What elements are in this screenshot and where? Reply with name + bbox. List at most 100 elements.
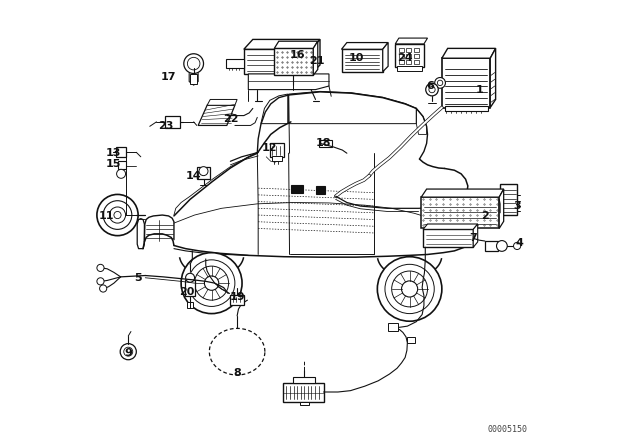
Circle shape (188, 260, 235, 306)
Text: 22: 22 (223, 114, 239, 124)
Bar (406, 54, 412, 58)
Polygon shape (293, 377, 315, 383)
Polygon shape (244, 49, 311, 74)
Circle shape (109, 207, 125, 223)
Polygon shape (319, 140, 332, 147)
Text: 3: 3 (513, 201, 521, 211)
Text: 19: 19 (230, 292, 245, 302)
Circle shape (426, 83, 438, 96)
Bar (226, 59, 244, 68)
Text: 2: 2 (481, 211, 489, 221)
Circle shape (186, 273, 195, 282)
Polygon shape (500, 184, 517, 215)
Circle shape (199, 167, 208, 176)
Polygon shape (284, 383, 324, 402)
Polygon shape (423, 224, 477, 229)
Circle shape (124, 347, 132, 356)
Polygon shape (421, 189, 504, 197)
Polygon shape (248, 74, 329, 90)
Polygon shape (275, 41, 317, 48)
Polygon shape (196, 167, 210, 179)
Bar (399, 48, 404, 52)
Text: 12: 12 (262, 143, 278, 153)
Bar (445, 106, 488, 111)
Circle shape (378, 257, 442, 321)
Circle shape (401, 281, 418, 297)
Circle shape (184, 54, 204, 73)
Bar (300, 402, 308, 405)
Polygon shape (198, 105, 235, 125)
Bar (406, 48, 412, 52)
Polygon shape (342, 49, 383, 72)
Polygon shape (396, 38, 428, 44)
Polygon shape (388, 323, 398, 331)
Text: 20: 20 (179, 287, 194, 297)
Circle shape (103, 201, 132, 229)
Polygon shape (473, 224, 477, 247)
Polygon shape (118, 161, 127, 169)
Text: 7: 7 (469, 233, 477, 243)
Polygon shape (423, 229, 473, 247)
Bar (413, 48, 419, 52)
Circle shape (181, 253, 242, 314)
Polygon shape (165, 116, 180, 128)
Bar (190, 74, 197, 84)
Bar (187, 302, 193, 308)
Circle shape (195, 266, 228, 300)
Text: 21: 21 (310, 56, 325, 66)
Text: 8: 8 (233, 368, 241, 378)
Polygon shape (499, 189, 504, 228)
Text: 14: 14 (186, 171, 202, 181)
Text: 11: 11 (99, 211, 115, 221)
Bar (291, 185, 303, 193)
Circle shape (437, 80, 443, 86)
Text: 00005150: 00005150 (487, 425, 527, 434)
Circle shape (97, 264, 104, 271)
Text: 17: 17 (161, 72, 177, 82)
Polygon shape (442, 48, 495, 58)
Circle shape (392, 271, 428, 307)
Text: 5: 5 (134, 273, 141, 283)
Circle shape (97, 194, 138, 236)
Text: 1: 1 (476, 86, 483, 95)
Text: 23: 23 (157, 121, 173, 131)
Polygon shape (490, 48, 495, 108)
Bar (397, 66, 422, 71)
Bar (399, 54, 404, 58)
Text: 10: 10 (349, 53, 364, 63)
Circle shape (120, 344, 136, 360)
Polygon shape (383, 43, 388, 72)
Circle shape (204, 276, 219, 290)
Bar (316, 186, 325, 194)
Text: 18: 18 (316, 138, 332, 148)
Bar (413, 54, 419, 58)
Circle shape (188, 57, 200, 70)
Circle shape (385, 264, 434, 314)
Text: 16: 16 (290, 50, 305, 60)
Polygon shape (207, 99, 237, 105)
Polygon shape (485, 241, 499, 251)
Circle shape (497, 241, 508, 251)
Polygon shape (275, 48, 314, 75)
Bar (271, 156, 282, 161)
Text: 9: 9 (124, 348, 132, 358)
Circle shape (100, 285, 107, 292)
Circle shape (435, 78, 445, 88)
Text: 15: 15 (106, 159, 121, 168)
Polygon shape (421, 197, 499, 228)
Text: 13: 13 (106, 148, 121, 158)
Text: 4: 4 (516, 238, 524, 248)
Circle shape (114, 211, 121, 219)
Polygon shape (185, 280, 195, 296)
Polygon shape (244, 39, 320, 49)
Polygon shape (270, 143, 284, 157)
Bar (413, 60, 419, 64)
Bar (399, 60, 404, 64)
Text: 6: 6 (426, 81, 434, 91)
Circle shape (513, 242, 521, 250)
Circle shape (97, 278, 104, 285)
Polygon shape (396, 44, 424, 67)
Polygon shape (311, 39, 320, 74)
Text: 24: 24 (397, 53, 413, 63)
Bar (406, 60, 412, 64)
